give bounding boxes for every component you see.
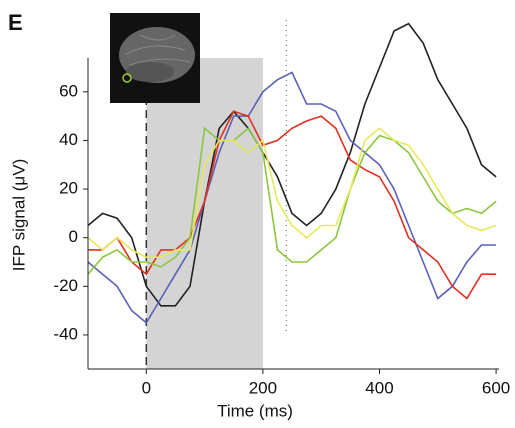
x-tick-label: 400 [365,378,393,397]
brain-inset [110,13,200,103]
y-axis-label: IFP signal (μV) [9,159,28,271]
x-tick-label: 600 [482,378,510,397]
x-tick-label: 0 [142,378,151,397]
shaded-region [146,58,263,369]
series-line [87,126,497,275]
x-tick-label: 200 [249,378,277,397]
y-tick-label: -40 [53,324,78,343]
panel-label: E [8,10,23,35]
series-line [87,22,497,307]
x-axis-label: Time (ms) [217,401,293,420]
y-tick-label: 20 [59,179,78,198]
y-tick-label: 40 [59,130,78,149]
y-tick-label: 0 [69,227,78,246]
series-line [87,71,497,325]
y-tick-label: -20 [53,276,78,295]
series-line [87,127,497,258]
y-tick-label: 60 [59,81,78,100]
